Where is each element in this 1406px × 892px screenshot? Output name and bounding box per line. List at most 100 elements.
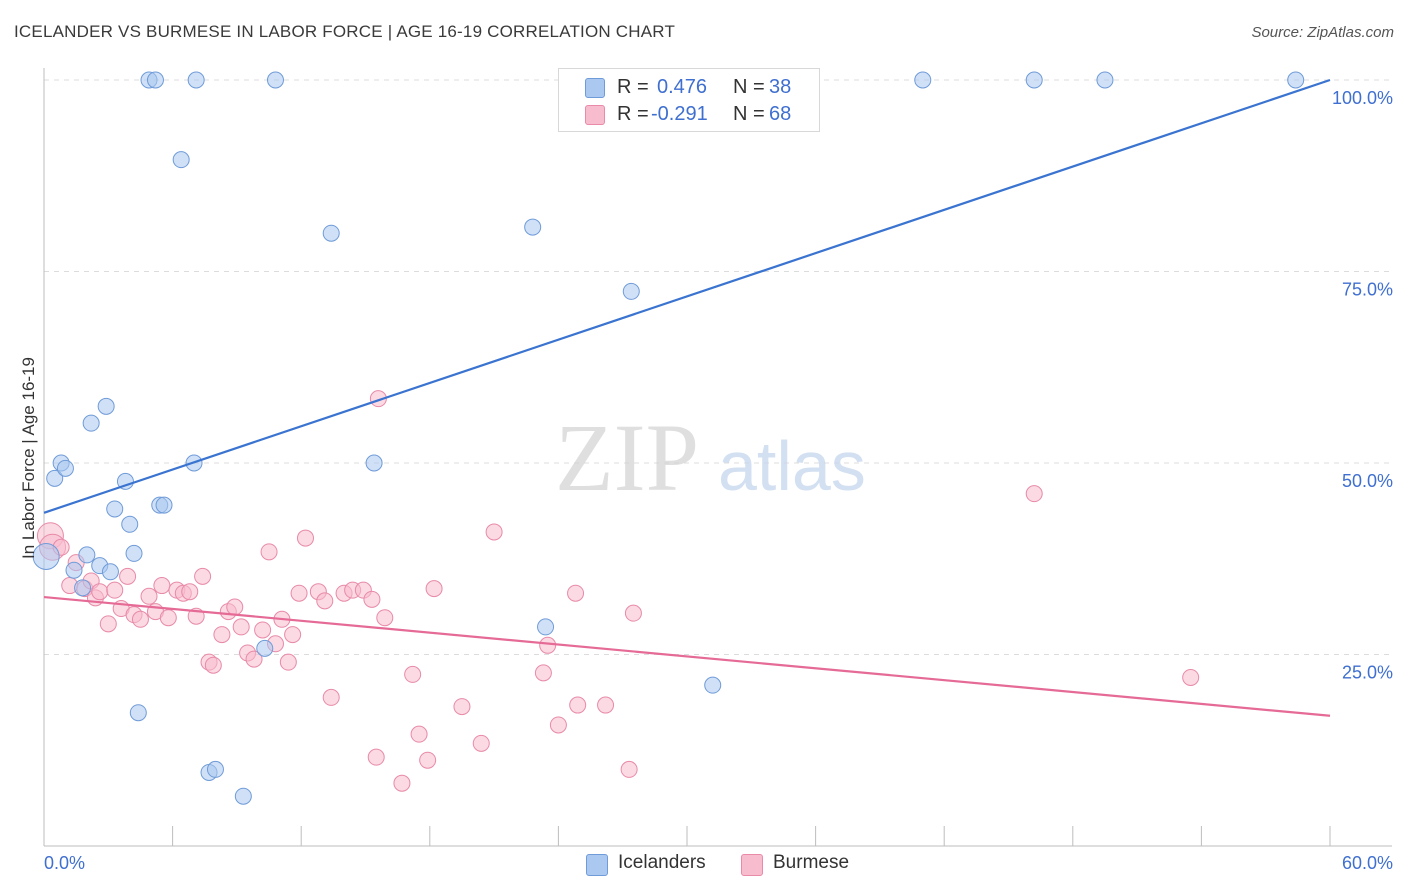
watermark: ZIP atlas bbox=[555, 404, 866, 511]
icelander-point bbox=[97, 397, 115, 415]
icelander-point bbox=[256, 639, 274, 657]
icelander-point bbox=[172, 151, 190, 169]
tick-labels: 25.0% 50.0% 75.0% 100.0% 0.0% 60.0% bbox=[44, 88, 1393, 873]
burmese-point bbox=[597, 696, 615, 714]
burmese-point bbox=[624, 604, 642, 622]
burmese-point bbox=[363, 590, 381, 608]
n-value: 68 bbox=[769, 103, 792, 125]
burmese-point bbox=[376, 609, 394, 627]
burmese-point bbox=[245, 650, 263, 668]
icelanders-legend-swatch bbox=[586, 854, 608, 876]
y-tick-label: 75.0% bbox=[1342, 280, 1393, 300]
burmese-swatch bbox=[585, 105, 605, 125]
burmese-point bbox=[106, 581, 124, 599]
y-axis-label: In Labor Force | Age 16-19 bbox=[19, 357, 38, 559]
watermark-atlas: atlas bbox=[718, 427, 866, 505]
burmese-point bbox=[393, 774, 411, 792]
burmese-point bbox=[569, 696, 587, 714]
icelanders-legend-label: Icelanders bbox=[618, 852, 706, 873]
burmese-point bbox=[119, 567, 137, 585]
icelander-point bbox=[32, 542, 60, 570]
burmese-point bbox=[1182, 668, 1200, 686]
n-label: N = bbox=[733, 76, 765, 98]
burmese-trend-line bbox=[43, 595, 1331, 717]
burmese-points bbox=[36, 390, 1200, 792]
r-value: -0.291 bbox=[651, 103, 708, 125]
burmese-point bbox=[153, 577, 171, 595]
icelanders-points bbox=[32, 71, 1305, 805]
y-tick-label: 50.0% bbox=[1342, 471, 1393, 491]
icelander-point bbox=[116, 472, 134, 490]
r-label: R = bbox=[617, 103, 649, 125]
axes bbox=[43, 68, 1392, 847]
r-value: 0.476 bbox=[657, 76, 708, 98]
burmese-point bbox=[296, 529, 314, 547]
icelander-point bbox=[146, 71, 164, 89]
burmese-point bbox=[213, 626, 231, 644]
burmese-point bbox=[194, 567, 212, 585]
icelander-point bbox=[155, 496, 173, 514]
icelanders-swatch bbox=[585, 78, 605, 98]
burmese-point bbox=[620, 760, 638, 778]
icelander-point bbox=[78, 546, 96, 564]
burmese-point bbox=[204, 656, 222, 674]
icelander-point bbox=[125, 544, 143, 562]
burmese-point bbox=[549, 716, 567, 734]
burmese-point bbox=[419, 751, 437, 769]
burmese-point bbox=[91, 583, 109, 601]
burmese-point bbox=[539, 636, 557, 654]
burmese-point bbox=[290, 584, 308, 602]
n-label: N = bbox=[733, 103, 765, 125]
icelander-point bbox=[101, 563, 119, 581]
y-tick-label: 25.0% bbox=[1342, 663, 1393, 683]
burmese-point bbox=[316, 592, 334, 610]
icelander-point bbox=[1025, 71, 1043, 89]
burmese-point bbox=[410, 725, 428, 743]
icelanders-trend-line bbox=[43, 78, 1331, 514]
burmese-point bbox=[534, 664, 552, 682]
burmese-point bbox=[284, 626, 302, 644]
watermark-zip: ZIP bbox=[555, 404, 699, 511]
burmese-point bbox=[453, 698, 471, 716]
burmese-point bbox=[232, 618, 250, 636]
r-label: R = bbox=[617, 76, 649, 98]
burmese-point bbox=[1025, 485, 1043, 503]
burmese-point bbox=[322, 688, 340, 706]
icelander-point bbox=[322, 224, 340, 242]
icelander-point bbox=[82, 414, 100, 432]
x-tick-label: 0.0% bbox=[44, 853, 85, 873]
icelander-point bbox=[206, 760, 224, 778]
icelander-point bbox=[106, 500, 124, 518]
y-tick-label: 100.0% bbox=[1332, 88, 1393, 108]
icelander-point bbox=[537, 618, 555, 636]
icelander-point bbox=[704, 676, 722, 694]
icelander-point bbox=[129, 704, 147, 722]
icelander-point bbox=[266, 71, 284, 89]
burmese-point bbox=[567, 584, 585, 602]
icelander-point bbox=[1287, 71, 1305, 89]
burmese-point bbox=[279, 653, 297, 671]
n-value: 38 bbox=[769, 76, 792, 98]
icelander-point bbox=[56, 459, 74, 477]
icelander-point bbox=[74, 579, 92, 597]
icelander-point bbox=[1096, 71, 1114, 89]
icelander-point bbox=[234, 787, 252, 805]
icelander-point bbox=[622, 282, 640, 300]
burmese-point bbox=[485, 523, 503, 541]
burmese-point bbox=[99, 615, 117, 633]
icelander-point bbox=[365, 454, 383, 472]
burmese-point bbox=[425, 580, 443, 598]
icelander-point bbox=[524, 218, 542, 236]
legend-row-icelanders: R = 0.476 N = 38 bbox=[559, 74, 819, 100]
burmese-point bbox=[131, 610, 149, 628]
burmese-legend-label: Burmese bbox=[773, 852, 850, 873]
burmese-point bbox=[254, 621, 272, 639]
burmese-point bbox=[159, 609, 177, 627]
burmese-point bbox=[181, 583, 199, 601]
burmese-point bbox=[404, 665, 422, 683]
burmese-point bbox=[140, 587, 158, 605]
chart-source: Source: ZipAtlas.com bbox=[1251, 24, 1394, 41]
burmese-legend-swatch bbox=[741, 854, 763, 876]
burmese-point bbox=[472, 734, 490, 752]
